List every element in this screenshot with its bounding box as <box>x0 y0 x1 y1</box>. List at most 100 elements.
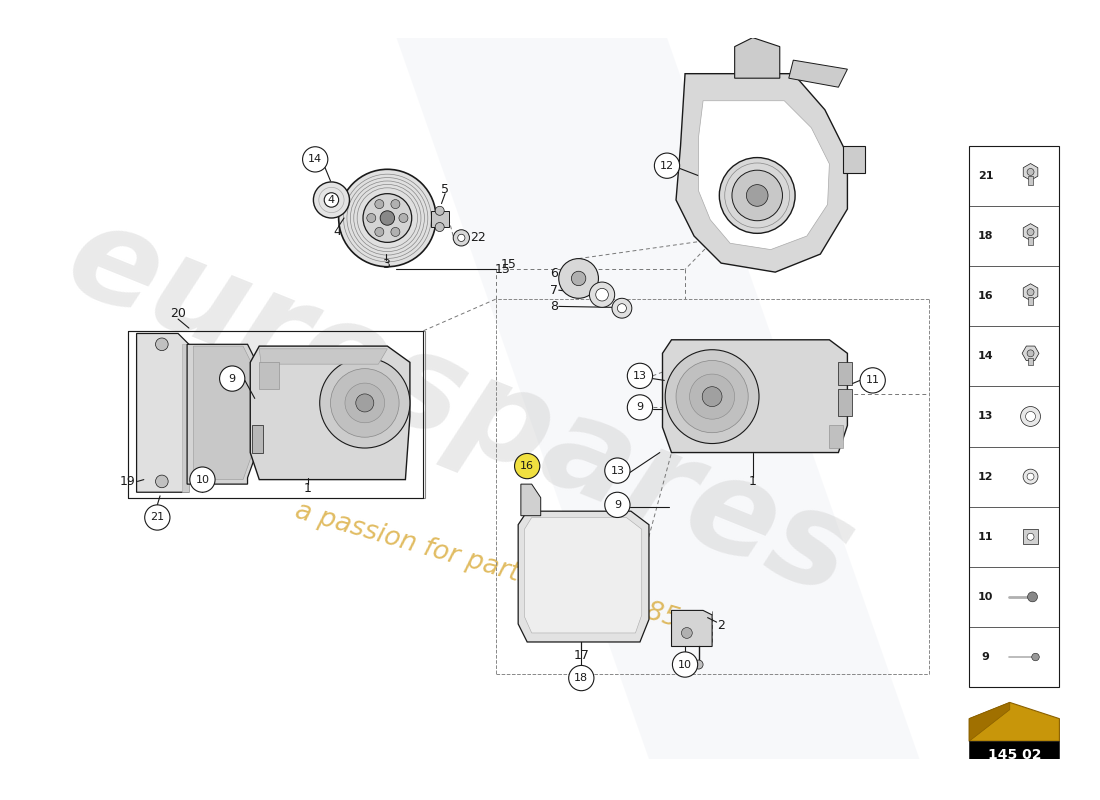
Polygon shape <box>396 38 920 759</box>
Circle shape <box>1027 350 1034 357</box>
Circle shape <box>381 210 395 226</box>
Circle shape <box>363 194 411 242</box>
Circle shape <box>155 475 168 488</box>
Circle shape <box>1021 406 1041 426</box>
Circle shape <box>399 214 408 222</box>
Text: 22: 22 <box>470 231 485 244</box>
Bar <box>969 742 1059 768</box>
Circle shape <box>436 206 444 215</box>
Circle shape <box>375 199 384 209</box>
Circle shape <box>339 170 436 266</box>
Polygon shape <box>136 334 189 492</box>
Circle shape <box>681 627 692 638</box>
Text: 12: 12 <box>978 472 993 482</box>
Polygon shape <box>525 518 641 633</box>
Circle shape <box>1027 534 1034 540</box>
Circle shape <box>702 386 722 406</box>
Polygon shape <box>843 146 866 173</box>
Circle shape <box>436 222 444 231</box>
Text: 16: 16 <box>978 291 993 301</box>
Text: 18: 18 <box>574 673 589 683</box>
Circle shape <box>672 652 697 677</box>
Circle shape <box>355 394 374 412</box>
Bar <box>1023 530 1038 544</box>
Polygon shape <box>969 702 1010 742</box>
Circle shape <box>596 288 608 301</box>
Text: 10: 10 <box>978 592 993 602</box>
Text: 4: 4 <box>328 195 336 205</box>
Text: 5: 5 <box>441 182 449 196</box>
Circle shape <box>1025 411 1035 422</box>
Polygon shape <box>260 362 279 390</box>
Circle shape <box>732 170 782 221</box>
Circle shape <box>345 383 385 422</box>
Circle shape <box>612 298 631 318</box>
Bar <box>431 210 449 227</box>
Text: 14: 14 <box>978 351 993 362</box>
Circle shape <box>605 458 630 483</box>
Circle shape <box>390 227 400 237</box>
Polygon shape <box>187 344 256 484</box>
Circle shape <box>155 338 168 350</box>
Polygon shape <box>698 101 829 250</box>
Text: 7: 7 <box>550 284 558 297</box>
Circle shape <box>515 454 540 478</box>
Polygon shape <box>735 38 780 78</box>
Text: 8: 8 <box>550 300 558 313</box>
Text: 17: 17 <box>573 649 590 662</box>
Text: 16: 16 <box>520 461 535 471</box>
Text: 12: 12 <box>660 161 674 170</box>
Circle shape <box>1027 229 1034 235</box>
Text: 3: 3 <box>382 258 389 271</box>
Polygon shape <box>838 362 851 385</box>
Bar <box>1028 177 1033 185</box>
Polygon shape <box>789 60 847 87</box>
Circle shape <box>747 185 768 206</box>
Text: 1: 1 <box>749 475 757 488</box>
Circle shape <box>1027 473 1034 480</box>
Circle shape <box>458 234 465 242</box>
Text: 1: 1 <box>304 482 312 495</box>
Text: 10: 10 <box>678 659 692 670</box>
Polygon shape <box>250 346 410 480</box>
Circle shape <box>627 363 652 389</box>
Text: 14: 14 <box>308 154 322 164</box>
Bar <box>1028 237 1033 245</box>
Circle shape <box>694 660 703 669</box>
Circle shape <box>375 227 384 237</box>
Circle shape <box>590 282 615 307</box>
Circle shape <box>302 146 328 172</box>
Text: 11: 11 <box>978 532 993 542</box>
Text: 13: 13 <box>610 466 625 475</box>
Polygon shape <box>676 74 847 272</box>
Circle shape <box>190 467 216 492</box>
Polygon shape <box>252 426 263 453</box>
Text: 11: 11 <box>866 375 880 386</box>
Text: 13: 13 <box>978 411 993 422</box>
Text: 9: 9 <box>981 652 989 662</box>
Polygon shape <box>671 610 712 646</box>
Text: 18: 18 <box>978 231 993 241</box>
Text: 145 02: 145 02 <box>988 748 1041 762</box>
Circle shape <box>719 158 795 234</box>
Circle shape <box>220 366 245 391</box>
Circle shape <box>453 230 470 246</box>
Circle shape <box>1023 469 1038 484</box>
Circle shape <box>390 199 400 209</box>
Circle shape <box>1027 169 1034 175</box>
Polygon shape <box>969 702 1059 742</box>
Polygon shape <box>521 484 541 516</box>
Circle shape <box>617 304 626 313</box>
Text: 6: 6 <box>550 267 558 281</box>
Circle shape <box>145 505 170 530</box>
Polygon shape <box>260 349 387 364</box>
Polygon shape <box>518 511 649 642</box>
Circle shape <box>366 214 376 222</box>
Text: eurospares: eurospares <box>48 192 870 622</box>
Text: 9: 9 <box>614 500 622 510</box>
Polygon shape <box>838 390 851 417</box>
Circle shape <box>1032 654 1040 661</box>
Text: 13: 13 <box>632 371 647 381</box>
Text: 21: 21 <box>151 513 164 522</box>
Circle shape <box>569 666 594 690</box>
